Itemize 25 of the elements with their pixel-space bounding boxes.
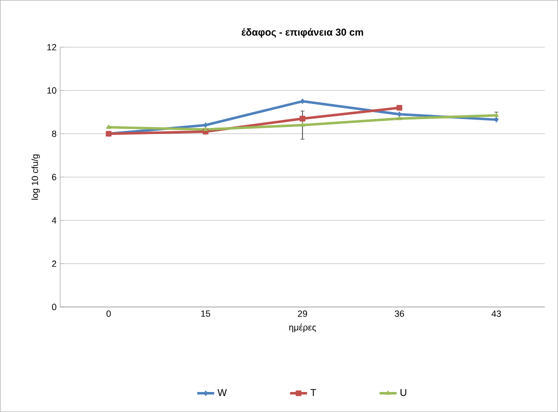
y-tick-label: 8 [52, 130, 56, 137]
y-tick-label: 12 [47, 44, 56, 50]
y-tick-label: 6 [52, 174, 56, 180]
x-tick-label: 0 [106, 310, 111, 317]
point [396, 104, 402, 111]
x-tick-label: 15 [201, 310, 210, 317]
point [494, 112, 499, 117]
x-tick-label: 43 [492, 310, 501, 317]
chart-title: έδαφος - επιφάνεια 30 cm [242, 28, 364, 38]
point [300, 116, 306, 122]
y-tick-label: 2 [52, 260, 56, 267]
y-tick-label: 4 [52, 217, 56, 224]
y-tick-label: 0 [52, 304, 56, 310]
point [203, 126, 208, 131]
y-tick-label: 10 [47, 87, 56, 94]
point [300, 122, 305, 127]
y-axis-title: log 10 cfu/g [31, 154, 40, 200]
legend-label: T [310, 389, 316, 396]
point [106, 124, 112, 129]
point [396, 116, 402, 120]
x-axis-title: ημέρες [289, 324, 316, 332]
x-tick-label: 36 [394, 310, 404, 317]
legend-label: W [218, 389, 227, 396]
legend-label: U [400, 389, 406, 396]
x-tick-label: 29 [298, 310, 308, 317]
